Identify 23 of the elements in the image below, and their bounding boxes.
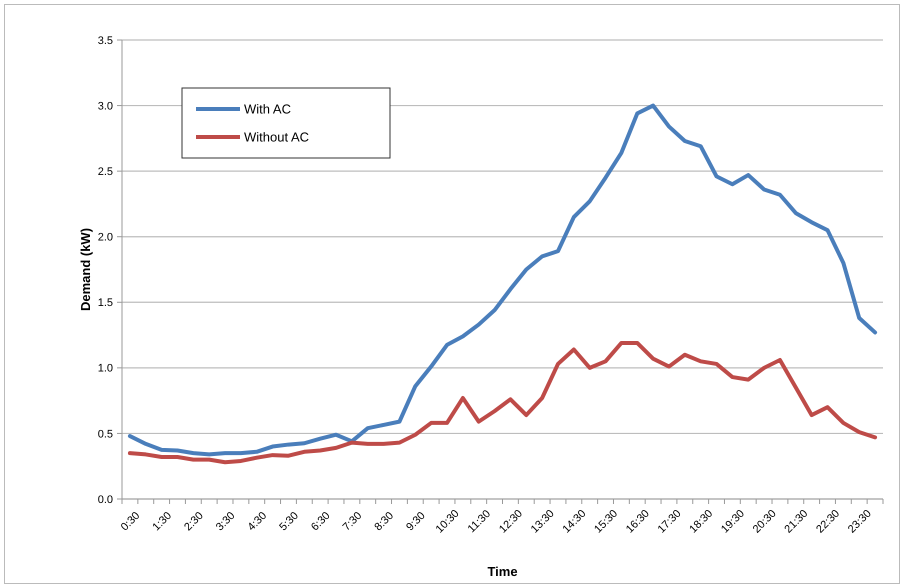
x-tick-label: 4:30 — [246, 510, 270, 534]
y-tick-label: 3.0 — [98, 100, 113, 112]
x-axis-title: Time — [487, 564, 518, 579]
y-tick-label: 0.0 — [98, 494, 113, 506]
x-tick-label: 9:30 — [404, 510, 428, 534]
y-tick-label: 0.5 — [98, 428, 113, 440]
legend-label: Without AC — [244, 130, 310, 145]
line-series — [128, 104, 878, 456]
x-tick-label: 5:30 — [277, 510, 301, 534]
x-tick-label: 8:30 — [372, 510, 396, 534]
x-tick-label: 7:30 — [340, 510, 364, 534]
y-tick-label: 1.5 — [98, 297, 113, 310]
y-tick-label: 3.5 — [98, 34, 113, 47]
legend-label: With AC — [244, 102, 291, 117]
line-series — [128, 340, 878, 464]
y-tick-label: 2.5 — [98, 166, 113, 178]
y-axis-title: Demand (kW) — [78, 228, 93, 312]
y-tick-label: 2.0 — [98, 232, 113, 244]
x-tick-label: 6:30 — [308, 510, 333, 534]
x-tick-label: 0:30 — [118, 510, 142, 534]
y-tick-label: 1.0 — [98, 362, 113, 375]
x-tick-label: 3:30 — [214, 510, 238, 534]
x-tick-label: 1:30 — [150, 510, 174, 534]
